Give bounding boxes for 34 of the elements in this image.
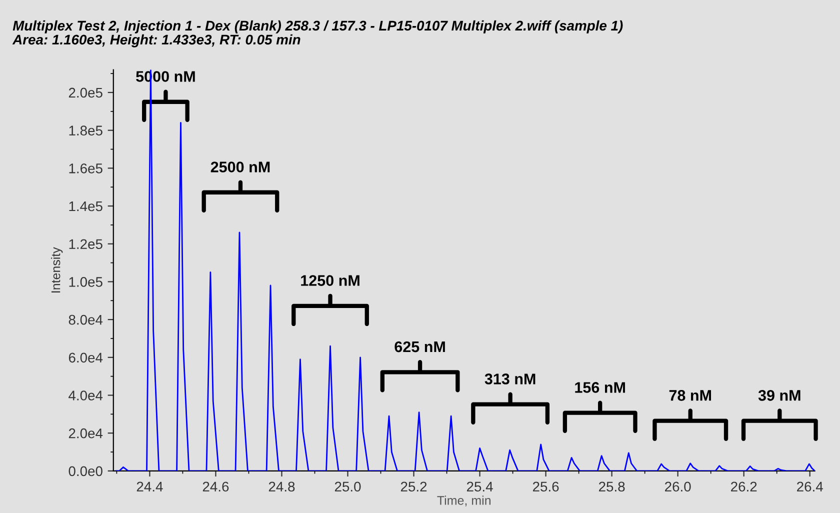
y-tick-label: 1.0e5 <box>69 277 102 287</box>
x-tick-label: 26.0 <box>665 482 691 492</box>
y-tick-label: 1.2e5 <box>69 239 102 250</box>
x-tick-label: 25.6 <box>532 482 559 492</box>
annotation: 39 nM <box>758 390 800 401</box>
y-tick-label: 1.8e5 <box>69 126 102 136</box>
x-axis-title: Time, min <box>437 496 490 506</box>
x-tick-label: 24.4 <box>136 482 163 492</box>
x-tick-label: 25.2 <box>400 482 427 492</box>
annotation: 625 nM <box>394 341 445 352</box>
chart-title: Multiplex Test 2, Injection 1 - Dex (Blank) 258.3 / 157.3 - LP15-0107 Multiplex 2.wiff (sample 1) <box>12 20 623 34</box>
x-tick-label: 24.6 <box>202 482 229 492</box>
y-tick-label: 1.6e5 <box>69 164 102 174</box>
line-series <box>115 70 815 471</box>
y-tick-label: 4.0e4 <box>68 390 103 400</box>
y-tick-label: 6.0e4 <box>68 352 103 363</box>
annotation: 2500 nM <box>210 162 270 172</box>
y-tick-label: 8.0e4 <box>68 314 103 325</box>
x-tick-label: 26.2 <box>731 482 757 492</box>
y-tick-label: 1.4e5 <box>69 201 102 212</box>
x-tick-label: 26.4 <box>797 482 823 492</box>
annotation: 1250 nM <box>301 275 360 286</box>
x-tick-label: 24.8 <box>268 482 295 492</box>
y-tick-label: 2.0e5 <box>68 88 102 98</box>
chart-subtitle: Area: 1.160e3, Height: 1.433e3, RT: 0.05 min <box>12 34 300 48</box>
annotation: 78 nM <box>669 390 711 401</box>
annotation: 313 nM <box>484 374 536 384</box>
x-tick-label: 25.0 <box>334 482 361 492</box>
y-tick-label: 2.0e4 <box>68 428 103 438</box>
annotation: 156 nM <box>575 382 625 393</box>
x-tick-label: 25.8 <box>598 482 625 492</box>
y-axis-title: Intensity <box>51 247 63 292</box>
x-tick-label: 25.4 <box>466 482 493 492</box>
y-tick-label: 0.0e0 <box>68 466 102 476</box>
